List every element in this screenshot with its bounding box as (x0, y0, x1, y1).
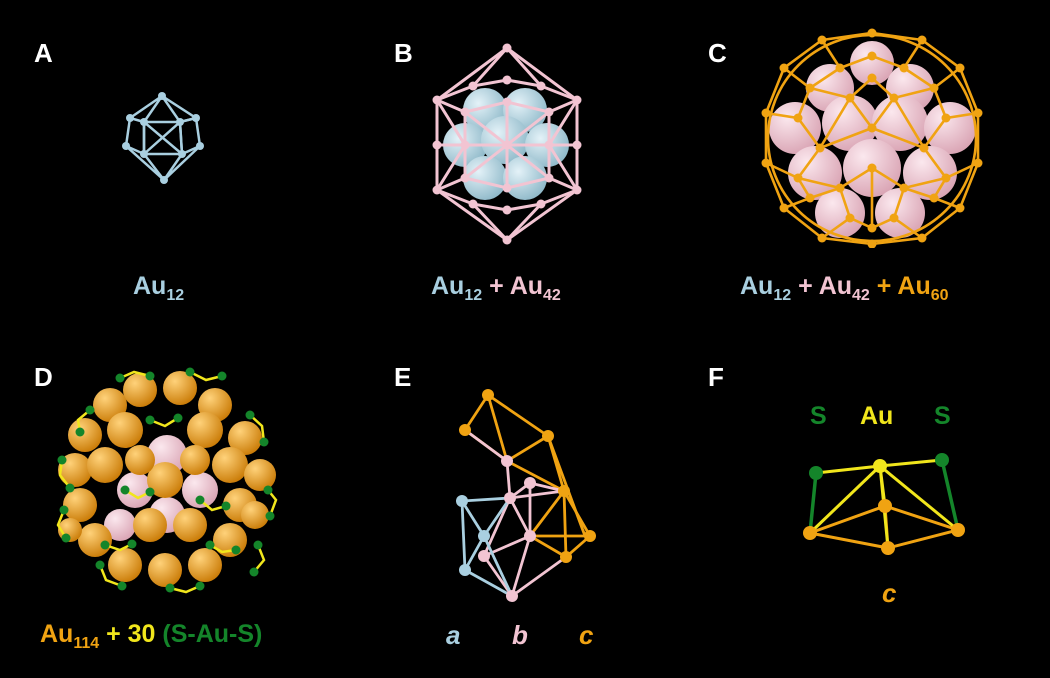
au12-au42-au60-cluster (761, 28, 983, 248)
label-f-s-left: S (810, 402, 827, 430)
cap-c-au42-subscript: 42 (852, 287, 870, 304)
cap-d-staple-motif: (S-Au-S) (162, 620, 263, 648)
cap-c-plus-1: + (791, 272, 819, 300)
cap-c-au12-subscript: 12 (773, 287, 792, 304)
au12-icosahedron (122, 92, 204, 184)
s-au-s-staple (803, 453, 965, 555)
cap-b-plus: + (482, 272, 510, 300)
label-e-a: a (446, 620, 461, 650)
label-e-b: b (512, 620, 528, 650)
cap-au12-symbol: Au (133, 272, 167, 300)
cap-d-au114-subscript: 114 (73, 635, 100, 652)
cap-au12-subscript: 12 (166, 287, 185, 304)
label-f-au: Au (860, 402, 894, 430)
cap-d-au114-symbol: Au (40, 620, 74, 648)
panel-c-caption: Au12 + Au42 + Au60 (740, 272, 949, 305)
panel-c-letter: C (708, 38, 727, 68)
cap-c-au60-symbol: Au (897, 272, 931, 300)
panel-b-letter: B (394, 38, 413, 68)
cap-c-plus-2: + (869, 272, 898, 300)
cap-c-au60-subscript: 60 (930, 287, 949, 304)
panel-d-letter: D (34, 362, 53, 392)
panel-a-caption: Au12 (133, 272, 184, 305)
label-f-c: c (882, 578, 897, 608)
panel-d-caption: Au114 + 30 (S-Au-S) (40, 620, 262, 653)
label-e-c: c (579, 620, 594, 650)
au114-s-au-s-cluster (56, 367, 278, 594)
panel-f-letter: F (708, 362, 724, 392)
unit-cell-abc (456, 389, 596, 602)
cap-b-au12-symbol: Au (431, 272, 465, 300)
label-f-s-right: S (934, 402, 951, 430)
cap-b-au42-subscript: 42 (543, 287, 561, 304)
cap-d-plus-30: + 30 (99, 620, 163, 648)
panel-a-letter: A (34, 38, 53, 68)
cap-c-au12-symbol: Au (740, 272, 774, 300)
cap-b-au42-symbol: Au (509, 272, 544, 300)
cap-c-au42-symbol: Au (818, 272, 853, 300)
au12-au42-cluster (432, 43, 582, 245)
panel-b-caption: Au12 + Au42 (431, 272, 561, 305)
panel-e-letter: E (394, 362, 412, 392)
cap-b-au12-subscript: 12 (464, 287, 483, 304)
